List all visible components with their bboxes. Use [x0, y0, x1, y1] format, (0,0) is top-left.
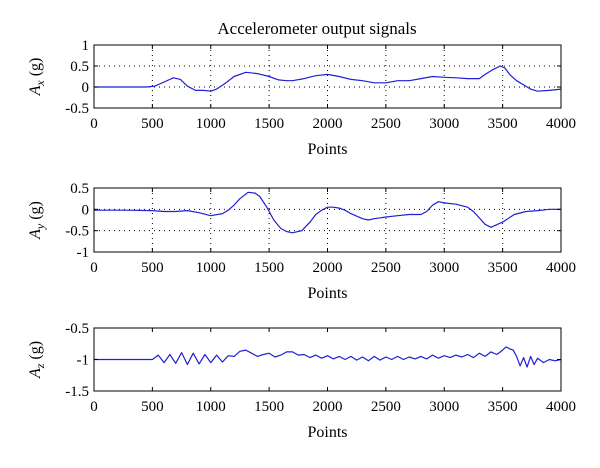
x-tick-label: 1000: [196, 399, 226, 415]
y-tick-label: 0.5: [70, 181, 89, 197]
y-tick-label: 0.5: [70, 59, 89, 75]
x-axis-title: Points: [307, 285, 347, 302]
x-tick-label: 3000: [429, 399, 459, 415]
x-tick-label: 4000: [546, 399, 576, 415]
axes-frame: [93, 187, 562, 253]
x-tick-label: 500: [141, 399, 164, 415]
x-tick-label: 3000: [429, 260, 459, 276]
x-tick-label: 4000: [546, 260, 576, 276]
axes-frame: [93, 327, 562, 392]
chart-title: Accelerometer output signals: [217, 19, 416, 38]
x-axis-title: Points: [307, 141, 347, 158]
chart-panel-1: 0 500 1000 1500 2000 2500 3000 3500 4000-0.500.5…: [27, 38, 576, 158]
x-tick-label: 3000: [429, 116, 459, 132]
x-tick-label: 2000: [313, 116, 343, 132]
y-tick-label: 1: [82, 38, 90, 54]
x-tick-label: 1500: [254, 116, 284, 132]
y-axis-title: Az (g): [27, 341, 47, 379]
signal-line: [94, 346, 562, 368]
signal-line: [94, 191, 561, 234]
x-tick-label: 500: [141, 260, 164, 276]
chart-panel-2: 0 500 1000 1500 2000 2500 3000 3500 4000 -1 -0.5 0 0…: [27, 181, 576, 302]
x-tick-label: 3500: [488, 260, 518, 276]
chart-panel-3: 0 500 1000 1500 2000 2500 3000 3500 4000 -1.5 -1 -0…: [27, 321, 576, 441]
y-tick-label: 0: [82, 80, 90, 96]
x-tick-label: 3500: [488, 116, 518, 132]
x-tick-label: 2500: [371, 260, 401, 276]
x-tick-label: 2000: [313, 399, 343, 415]
signal-line: [94, 65, 562, 92]
x-axis-title: Points: [307, 424, 347, 441]
x-tick-label: 4000: [546, 116, 576, 132]
x-tick-label: 0: [90, 260, 98, 276]
x-tick-label: 2500: [371, 116, 401, 132]
y-tick-label: -0.5: [65, 101, 89, 117]
x-tick-label: 1000: [196, 260, 226, 276]
x-tick-label: 2500: [371, 399, 401, 415]
y-tick-label: -1.5: [65, 384, 89, 400]
x-tick-label: 0: [90, 399, 98, 415]
y-tick-label: -0.5: [65, 321, 89, 337]
x-tick-label: 1000: [196, 116, 226, 132]
x-tick-label: 1500: [254, 399, 284, 415]
y-tick-label: 0: [82, 202, 90, 218]
y-tick-label: -1: [77, 353, 90, 369]
x-tick-label: 1500: [254, 260, 284, 276]
x-tick-label: 3500: [488, 399, 518, 415]
y-tick-label: -0.5: [65, 224, 89, 240]
x-tick-label: 500: [141, 116, 164, 132]
x-tick-label: 0: [90, 116, 98, 132]
y-axis-title: Ay (g): [27, 201, 47, 240]
axes-frame: [93, 44, 562, 109]
y-axis-title: Ax (g): [27, 58, 47, 97]
x-tick-label: 2000: [313, 260, 343, 276]
y-tick-label: -1: [77, 245, 90, 261]
